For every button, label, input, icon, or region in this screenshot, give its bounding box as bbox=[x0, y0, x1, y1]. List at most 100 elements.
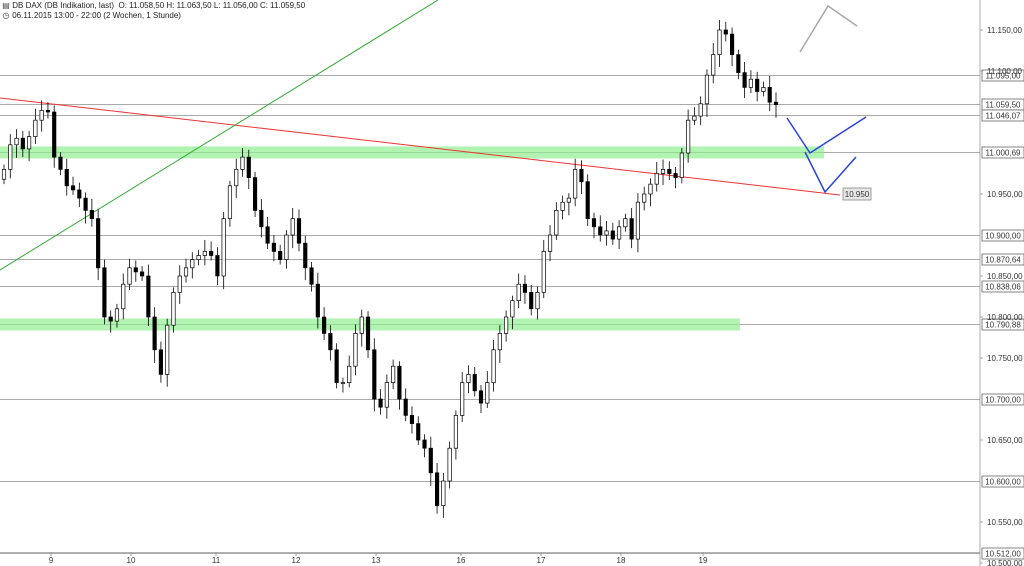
target-label-box bbox=[842, 187, 872, 201]
candle-body bbox=[723, 29, 728, 35]
candle bbox=[252, 171, 258, 217]
candle-body bbox=[742, 72, 747, 88]
candle-body bbox=[20, 137, 25, 150]
candle-body bbox=[271, 242, 276, 252]
candle bbox=[579, 160, 584, 194]
candle-body bbox=[409, 415, 415, 424]
candle bbox=[510, 295, 515, 330]
candle bbox=[108, 310, 113, 333]
candle-body bbox=[434, 472, 440, 506]
x-tick-label: 19 bbox=[699, 556, 708, 565]
candle bbox=[541, 239, 546, 299]
candle-body bbox=[121, 283, 126, 310]
candle bbox=[453, 410, 458, 460]
candle bbox=[761, 81, 766, 97]
candle bbox=[158, 341, 163, 383]
candle-body bbox=[635, 201, 640, 240]
candle bbox=[704, 69, 710, 117]
candle-body bbox=[158, 349, 163, 375]
time-axis: 9 10 11 12 13 16 17 18 19 bbox=[0, 552, 980, 565]
candle bbox=[742, 61, 747, 99]
candle-body bbox=[761, 87, 766, 92]
candle-body bbox=[623, 218, 628, 228]
level-label-box bbox=[981, 229, 1024, 242]
candle bbox=[227, 180, 233, 227]
candle bbox=[365, 311, 371, 358]
candle-body bbox=[566, 197, 571, 203]
candle-body bbox=[378, 398, 383, 408]
candle-body bbox=[259, 210, 264, 228]
candle bbox=[604, 221, 609, 246]
annotations: 10.950 bbox=[842, 187, 872, 201]
candle bbox=[114, 303, 120, 328]
candle bbox=[560, 195, 565, 220]
candle bbox=[284, 230, 289, 269]
level-label: 10.790,88 bbox=[985, 321, 1021, 330]
candle bbox=[491, 339, 496, 392]
candle-body bbox=[102, 267, 107, 318]
candle bbox=[353, 324, 358, 376]
candle bbox=[416, 416, 421, 445]
candle-body bbox=[45, 110, 51, 113]
candle-body bbox=[573, 169, 578, 199]
candle bbox=[378, 389, 383, 415]
candle-body bbox=[591, 218, 597, 228]
candle-body bbox=[77, 189, 82, 199]
level-label: 10.870,64 bbox=[985, 256, 1021, 265]
candle-body bbox=[529, 292, 534, 310]
candle-body bbox=[585, 181, 590, 219]
candle bbox=[296, 209, 302, 252]
level-label: 11.095,00 bbox=[986, 72, 1022, 81]
candle bbox=[629, 207, 634, 249]
candle-body bbox=[755, 78, 760, 92]
candle-body bbox=[52, 111, 57, 158]
projection-blue-2 bbox=[804, 151, 857, 194]
candle-body bbox=[140, 271, 145, 277]
candle bbox=[591, 212, 597, 239]
x-tick-label: 13 bbox=[372, 556, 381, 565]
candle-body bbox=[610, 230, 615, 240]
candle bbox=[347, 355, 352, 388]
candle-body bbox=[660, 169, 666, 174]
projection-grey bbox=[799, 4, 858, 53]
y-tick-label: 10.800,00 bbox=[987, 313, 1023, 322]
candle bbox=[391, 359, 396, 390]
candle bbox=[717, 20, 722, 67]
candle bbox=[485, 371, 490, 409]
candle bbox=[140, 266, 145, 281]
candle bbox=[246, 149, 251, 190]
candle-body bbox=[478, 390, 484, 404]
level-label-box bbox=[981, 280, 1024, 293]
candle bbox=[660, 159, 666, 185]
candle-body bbox=[27, 136, 32, 150]
candle-body bbox=[133, 267, 138, 273]
candle-body bbox=[227, 185, 233, 219]
candle bbox=[516, 273, 521, 308]
level-label: 10.512,00 bbox=[985, 550, 1021, 559]
candle-body bbox=[466, 374, 471, 383]
candle bbox=[58, 152, 63, 176]
candles bbox=[1, 20, 779, 518]
candle-body bbox=[397, 365, 402, 400]
candle bbox=[52, 105, 57, 168]
level-label-box bbox=[981, 253, 1024, 266]
candle bbox=[547, 225, 553, 262]
candle bbox=[384, 374, 389, 419]
candle bbox=[692, 107, 697, 126]
level-label-box bbox=[981, 393, 1024, 406]
candle bbox=[177, 265, 182, 304]
support-trendline bbox=[0, 0, 439, 271]
candle-body bbox=[96, 218, 101, 269]
candle-body bbox=[773, 101, 779, 105]
level-label: 11.000,69 bbox=[986, 149, 1022, 158]
candle-body bbox=[391, 365, 396, 383]
candle-body bbox=[504, 316, 509, 334]
candle-body bbox=[127, 267, 132, 285]
candle-body bbox=[704, 74, 710, 105]
candle-body bbox=[58, 156, 63, 170]
candle-body bbox=[215, 255, 220, 277]
candle-body bbox=[648, 183, 653, 195]
candle bbox=[711, 43, 716, 84]
candle bbox=[221, 212, 226, 290]
